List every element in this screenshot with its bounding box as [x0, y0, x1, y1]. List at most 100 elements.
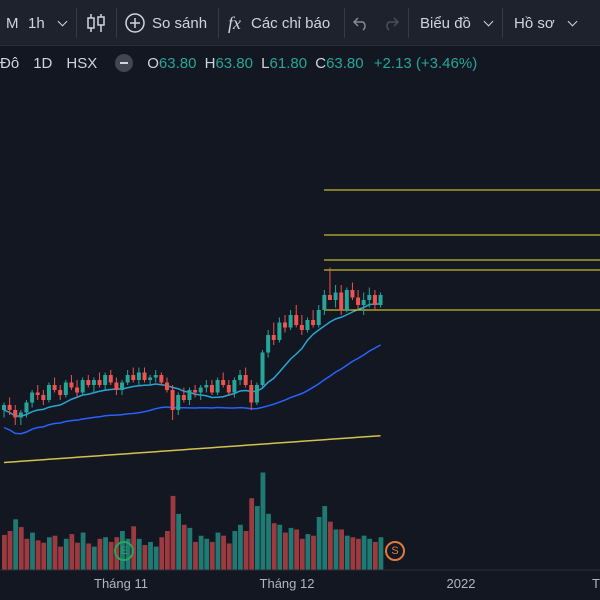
- candle: [243, 367, 248, 388]
- volume-bar: [58, 546, 63, 570]
- volume-bar: [103, 537, 108, 570]
- candle: [350, 282, 355, 300]
- candle: [86, 375, 91, 388]
- chart-menu[interactable]: Biểu đồ: [420, 0, 494, 46]
- candle: [7, 397, 12, 415]
- candle-body: [153, 375, 158, 378]
- toolbar-divider: [218, 8, 219, 38]
- symbol-name[interactable]: Đô: [0, 54, 20, 72]
- volume-bar: [266, 513, 271, 570]
- candle: [339, 285, 344, 315]
- redo-button[interactable]: [382, 0, 400, 46]
- volume-bar: [148, 541, 153, 570]
- candle-body: [131, 375, 136, 380]
- candle: [35, 385, 40, 400]
- toolbar-divider: [116, 8, 117, 38]
- candle-body: [271, 335, 276, 340]
- volume-bar: [35, 540, 41, 570]
- candle: [159, 372, 164, 385]
- time-axis-label: Tháng 11: [94, 576, 148, 591]
- candle: [46, 382, 51, 403]
- toolbar-divider: [502, 8, 503, 38]
- interval-label: 1h: [28, 14, 45, 32]
- volume-bar: [142, 545, 148, 570]
- chevron-down-icon: [567, 16, 578, 26]
- volume-bar: [30, 532, 35, 570]
- candle: [181, 387, 186, 403]
- candle-body: [204, 385, 209, 388]
- candle: [41, 390, 46, 405]
- split-badge[interactable]: S: [385, 541, 405, 561]
- candle-body: [344, 290, 349, 310]
- candle-body: [378, 295, 383, 305]
- candle-body: [221, 380, 226, 385]
- collapse-legend-button[interactable]: [115, 54, 134, 72]
- candle: [131, 367, 136, 383]
- candle-body: [322, 295, 327, 310]
- horizontal-lines: [324, 189, 600, 311]
- toolbar-divider: [408, 8, 409, 38]
- volume-bar: [333, 529, 339, 570]
- candle: [187, 387, 192, 405]
- volume-bar: [41, 542, 47, 570]
- candlestick-style-button[interactable]: [86, 0, 106, 46]
- interval-dropdown[interactable]: 1h: [28, 0, 68, 46]
- candle-body: [238, 375, 243, 380]
- candle: [114, 377, 119, 395]
- symbol-legend: Đô 1D HSX O63.80 H63.80 L61.80 C63.80 +2…: [0, 52, 477, 74]
- volume-bar: [311, 535, 316, 570]
- undo-button[interactable]: [352, 0, 370, 46]
- volume-bar: [52, 535, 58, 570]
- volume-bar: [198, 535, 204, 570]
- candle-body: [361, 300, 366, 305]
- candle: [13, 405, 18, 425]
- candle-body: [80, 380, 85, 393]
- candle: [288, 310, 293, 330]
- volume-bar: [277, 524, 283, 570]
- profile-menu[interactable]: Hồ sơ: [514, 0, 578, 46]
- candle-body: [249, 385, 254, 403]
- candle: [311, 310, 316, 328]
- candle-body: [159, 375, 164, 383]
- add-circle-icon: [125, 13, 145, 33]
- candle: [367, 287, 372, 308]
- candle-body: [198, 387, 203, 393]
- legend-timeframe[interactable]: 1D: [33, 54, 53, 72]
- legend-close: 63.80: [326, 54, 364, 72]
- minus-icon: [120, 62, 129, 64]
- earnings-badge[interactable]: E: [114, 541, 134, 561]
- candle-body: [75, 387, 80, 393]
- candle: [91, 377, 96, 393]
- candle-body: [299, 325, 304, 330]
- price-chart[interactable]: [0, 74, 600, 572]
- volume-bar: [243, 531, 249, 570]
- indicators-button[interactable]: fx Các chỉ báo: [228, 0, 330, 46]
- candle-body: [193, 390, 198, 393]
- legend-ohlc: O63.80 H63.80 L61.80 C63.80 +2.13 (+3.46…: [147, 54, 478, 72]
- volume-bar: [86, 543, 92, 570]
- candle: [136, 367, 141, 385]
- volume-bar: [176, 513, 182, 570]
- candle-body: [176, 395, 181, 410]
- volume-bar: [299, 538, 305, 570]
- candle: [283, 315, 287, 333]
- profile-menu-label: Hồ sơ: [514, 14, 555, 32]
- ma-slow-line: [3, 434, 381, 464]
- ma-mid-line: [3, 344, 381, 435]
- candle-body: [339, 292, 344, 310]
- candle-body: [350, 290, 355, 298]
- legend-exchange: HSX: [66, 54, 98, 72]
- candle: [277, 317, 282, 343]
- moving-averages: [3, 303, 381, 464]
- volume-bar: [339, 529, 344, 570]
- chart-menu-label: Biểu đồ: [420, 14, 471, 32]
- candle: [125, 370, 130, 385]
- candle: [193, 385, 198, 398]
- candle: [226, 380, 231, 395]
- compare-button[interactable]: So sánh: [124, 0, 207, 46]
- candle: [316, 305, 321, 328]
- candle-body: [142, 372, 147, 380]
- candle-body: [367, 295, 372, 300]
- volume-bar: [283, 532, 288, 570]
- interval-prefix[interactable]: M: [6, 14, 19, 32]
